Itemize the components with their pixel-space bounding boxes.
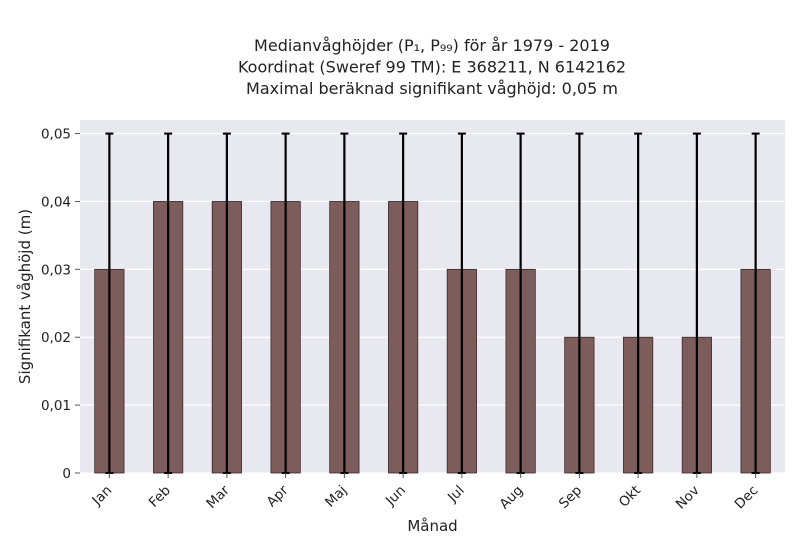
title-line-1: Medianvåghöjder (P₁, P₉₉) för år 1979 - … bbox=[254, 36, 610, 55]
y-tick-label: 0,03 bbox=[41, 262, 71, 278]
grid-lines bbox=[80, 132, 785, 474]
y-tick-label: 0 bbox=[62, 466, 71, 482]
x-axis: Jan Feb Mar Apr Maj Jun Jul Aug Sep Okt Nov Dec bbox=[88, 473, 761, 512]
x-axis-label: Månad bbox=[407, 517, 457, 535]
x-tick-label-feb: Feb bbox=[146, 483, 174, 511]
y-tick-label: 0,04 bbox=[41, 194, 71, 210]
title-line-3: Maximal beräknad signifikant våghöjd: 0,… bbox=[246, 79, 618, 98]
title-line-2: Koordinat (Sweref 99 TM): E 368211, N 61… bbox=[238, 58, 626, 77]
x-tick-label-aug: Aug bbox=[496, 483, 526, 513]
x-tick-label-apr: Apr bbox=[264, 482, 292, 510]
x-tick-label-jun: Jun bbox=[382, 483, 409, 510]
x-tick-label-okt: Okt bbox=[616, 483, 644, 511]
y-tick-label: 0,01 bbox=[41, 398, 71, 414]
y-tick-label: 0,02 bbox=[41, 330, 71, 346]
chart-title: Medianvåghöjder (P₁, P₉₉) för år 1979 - … bbox=[238, 36, 626, 98]
plot-area bbox=[80, 120, 785, 473]
x-tick-label-maj: Maj bbox=[322, 483, 350, 511]
x-tick-label-jul: Jul bbox=[444, 483, 468, 507]
x-tick-label-mar: Mar bbox=[203, 482, 233, 512]
x-tick-label-dec: Dec bbox=[732, 483, 762, 513]
y-axis: 0 0,01 0,02 0,03 0,04 0,05 bbox=[41, 127, 80, 482]
x-tick-label-jan: Jan bbox=[88, 483, 115, 510]
x-tick-label-nov: Nov bbox=[673, 483, 703, 513]
y-axis-label: Signifikant våghöjd (m) bbox=[16, 209, 34, 384]
error-bars bbox=[105, 132, 760, 474]
x-tick-label-sep: Sep bbox=[556, 483, 585, 512]
y-tick-label: 0,05 bbox=[41, 127, 71, 143]
